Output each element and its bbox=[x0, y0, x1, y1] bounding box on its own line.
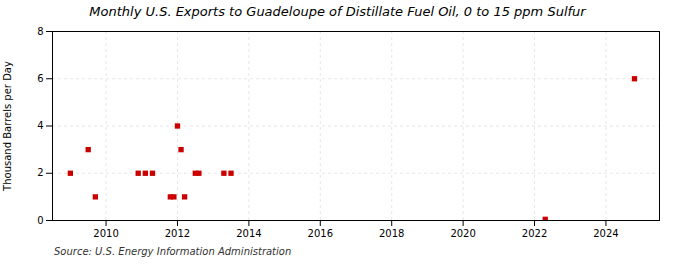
svg-text:2018: 2018 bbox=[379, 228, 404, 239]
svg-text:4: 4 bbox=[37, 120, 43, 131]
svg-text:2014: 2014 bbox=[236, 228, 261, 239]
svg-text:2024: 2024 bbox=[593, 228, 618, 239]
svg-text:6: 6 bbox=[37, 73, 43, 84]
svg-text:2: 2 bbox=[37, 167, 43, 178]
html-text:Monthly U.S. Exports to Guadel: Monthly U.S. Exports to Guadeloupe of Di… bbox=[89, 4, 586, 19]
svg-text:2016: 2016 bbox=[308, 228, 333, 239]
svg-text:2010: 2010 bbox=[93, 228, 118, 239]
svg-text:2022: 2022 bbox=[522, 228, 547, 239]
svg-text:2020: 2020 bbox=[450, 228, 475, 239]
html-text:Source: U.S. Energy Informatio: Source: U.S. Energy Information Administ… bbox=[54, 246, 292, 257]
svg-text:8: 8 bbox=[37, 26, 43, 37]
svg-text:Thousand Barrels per Day: Thousand Barrels per Day bbox=[2, 61, 13, 192]
svg-text:2012: 2012 bbox=[165, 228, 190, 239]
svg-text:0: 0 bbox=[37, 215, 43, 226]
